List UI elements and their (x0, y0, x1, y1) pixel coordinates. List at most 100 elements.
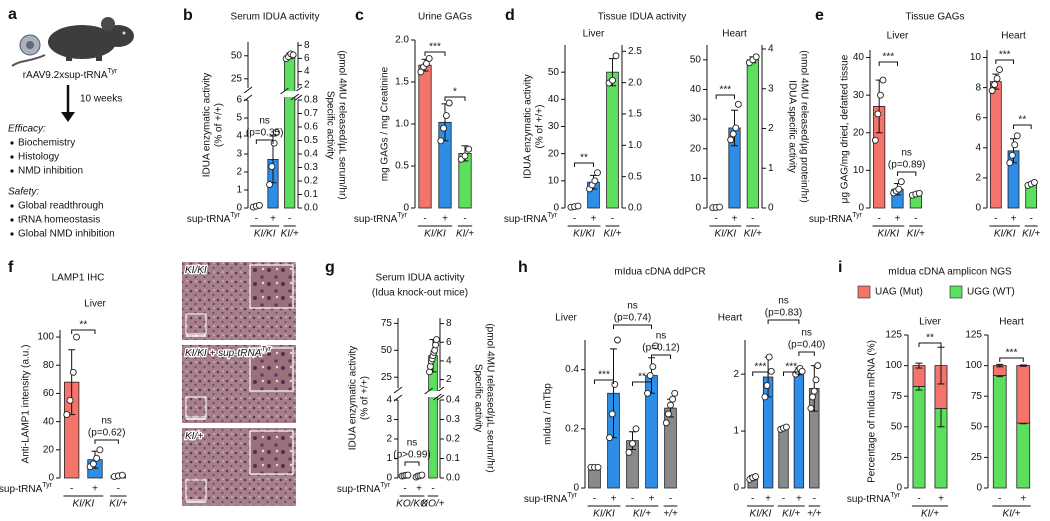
significance-label: ** (580, 153, 588, 164)
x-tick-label: - (1029, 214, 1032, 225)
label-sup: Tyr (890, 492, 900, 499)
significance-label: ** (79, 320, 87, 331)
data-point (433, 336, 440, 343)
tick-label: 20 (548, 148, 560, 159)
y2-axis-label: Specific activity (324, 91, 335, 159)
x-tick-label: - (403, 484, 406, 495)
image-label: KI/KI + sup-tRNATyr (185, 346, 272, 358)
tick-label: 6 (975, 112, 981, 123)
bar (284, 55, 296, 209)
y2-axis-label: IDUA specific activity (786, 80, 797, 173)
group-label: KI/KI (424, 229, 446, 240)
significance-bracket (613, 324, 652, 329)
inset-box (185, 313, 207, 335)
data-point (594, 169, 601, 177)
tick-label: 0.5 (395, 161, 409, 172)
y-axis-label: Anti-LAMP1 intensity (a.u.) (21, 345, 32, 464)
data-point (255, 201, 263, 209)
data-point (729, 130, 737, 138)
significance-label: *** (882, 52, 894, 63)
significance-label: ns (801, 328, 812, 339)
label: sup-tRNATyr (809, 212, 863, 224)
significance-label: ns (259, 116, 270, 127)
significance-bracket (651, 354, 671, 359)
bullet (10, 232, 14, 236)
panel-letter: g (325, 259, 335, 276)
data-point (1008, 151, 1016, 159)
list-item: Histology (18, 152, 59, 163)
data-point (606, 434, 613, 442)
tick-label: 0.4 (304, 149, 318, 160)
data-point (1011, 141, 1019, 149)
significance-bracket (783, 371, 800, 376)
data-point (425, 55, 433, 62)
significance-bracket (404, 461, 420, 466)
tick-label: 8 (304, 40, 310, 51)
significance-label: *** (598, 370, 610, 381)
label: sup-tRNATyr (337, 482, 391, 494)
inset-box (185, 396, 207, 418)
data-point (763, 382, 771, 389)
x-tick-label: - (994, 214, 997, 225)
label-text: sup-tRNA (187, 214, 231, 225)
tick-label: 75 (971, 391, 983, 402)
significance-label: ns (656, 331, 667, 342)
group-label: KI/+ (109, 499, 127, 510)
tick-label: 50 (548, 67, 560, 78)
data-point (1013, 132, 1021, 140)
tick-label: 100 (37, 332, 54, 343)
significance-note: (p>0.99) (393, 450, 431, 461)
bullet (10, 169, 14, 173)
chart-subtitle: (Idua knock-out mice) (372, 288, 468, 299)
tick-label: 0 (768, 203, 774, 214)
tick-label: 0.2 (446, 434, 460, 445)
y-axis-label: (% of +/+) (214, 103, 225, 147)
bar-segment (912, 365, 926, 387)
tick-label: 40 (853, 52, 865, 63)
tick-label: 0.8 (304, 95, 318, 106)
tick-label: 75 (381, 318, 393, 329)
tick-label: 0 (896, 483, 902, 494)
bar (989, 81, 1002, 209)
data-point (664, 410, 672, 418)
data-point (879, 76, 887, 84)
tick-label: 50 (971, 421, 983, 432)
data-point (63, 411, 71, 419)
data-point (752, 473, 760, 481)
significance-note: (p=0.89) (888, 160, 926, 171)
significance-label: *** (999, 50, 1011, 61)
tick-label: 4 (386, 395, 392, 406)
data-point (611, 380, 619, 388)
data-point (289, 51, 297, 59)
tick-label: 0.3 (304, 162, 318, 173)
tick-label: 2.0 (628, 77, 642, 88)
chart-title: mIdua cDNA ddPCR (614, 267, 705, 278)
tick-label: 4 (768, 44, 774, 55)
tick-label: 0 (976, 483, 982, 494)
y-axis-label: IDUA enzymatic activity (348, 346, 359, 450)
significance-note: (p=0.74) (614, 313, 652, 324)
subplot-title: Liver (555, 313, 577, 324)
data-point (646, 372, 654, 379)
label: sup-tRNATyr (187, 212, 241, 224)
x-tick-label: - (669, 494, 672, 505)
tick-label: 60 (43, 388, 55, 399)
data-point (632, 425, 640, 433)
tick-label: 1.5 (628, 109, 642, 120)
label-sup: Tyr (547, 212, 557, 219)
group-label: KI/KI (254, 229, 276, 240)
legend-label: UAG (Mut) (875, 287, 923, 298)
x-tick-label: - (877, 214, 880, 225)
significance-bracket (594, 379, 614, 384)
data-point (871, 136, 879, 144)
data-point (812, 376, 820, 384)
x-tick-label: + (938, 494, 944, 505)
x-tick-label: - (998, 494, 1001, 505)
y-axis-label: μg GAG/mg dried, defatted tissue (840, 54, 851, 203)
tick-label: 0.4 (446, 395, 460, 406)
virus-icon (19, 34, 41, 56)
data-point (782, 423, 790, 431)
axis-break (280, 87, 289, 95)
data-point (644, 389, 651, 397)
